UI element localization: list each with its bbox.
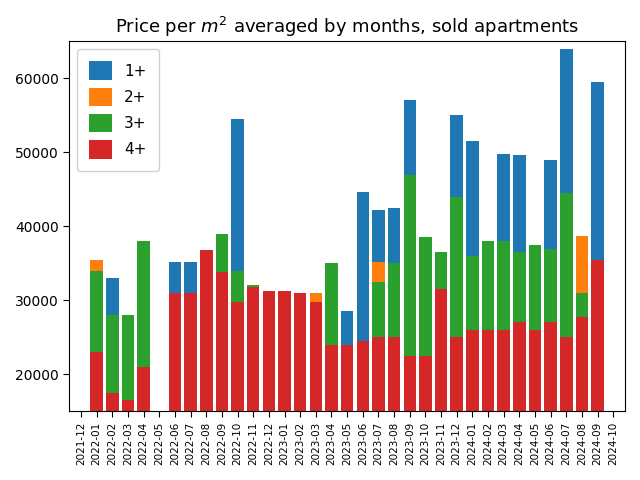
Bar	[200, 250, 212, 480]
Title: Price per $m^2$ averaged by months, sold apartments: Price per $m^2$ averaged by months, sold…	[115, 15, 579, 39]
Legend: 1+, 2+, 3+, 4+: 1+, 2+, 3+, 4+	[77, 49, 159, 171]
Bar	[325, 345, 338, 480]
Bar	[435, 252, 447, 289]
Bar	[466, 330, 479, 480]
Bar	[403, 356, 416, 480]
Bar	[388, 337, 401, 480]
Bar	[325, 264, 338, 345]
Bar	[216, 272, 228, 480]
Bar	[388, 208, 401, 264]
Bar	[576, 293, 588, 316]
Bar	[529, 330, 541, 480]
Bar	[560, 193, 573, 337]
Bar	[184, 293, 197, 480]
Bar	[576, 316, 588, 480]
Bar	[513, 155, 525, 252]
Bar	[529, 245, 541, 330]
Bar	[482, 330, 494, 480]
Bar	[451, 337, 463, 480]
Bar	[278, 291, 291, 480]
Bar	[122, 315, 134, 400]
Bar	[451, 115, 463, 197]
Bar	[497, 241, 510, 330]
Bar	[545, 249, 557, 323]
Bar	[341, 345, 353, 480]
Bar	[419, 356, 432, 480]
Bar	[482, 241, 494, 330]
Bar	[90, 352, 103, 480]
Bar	[247, 287, 259, 480]
Bar	[466, 256, 479, 330]
Bar	[106, 278, 118, 315]
Bar	[90, 260, 103, 271]
Bar	[403, 175, 416, 356]
Bar	[231, 302, 244, 480]
Bar	[169, 262, 181, 293]
Bar	[231, 271, 244, 302]
Bar	[341, 312, 353, 345]
Bar	[294, 293, 307, 480]
Bar	[466, 141, 479, 256]
Bar	[216, 234, 228, 272]
Bar	[356, 192, 369, 341]
Bar	[388, 264, 401, 337]
Bar	[372, 282, 385, 337]
Bar	[138, 367, 150, 480]
Bar	[403, 100, 416, 175]
Bar	[560, 49, 573, 193]
Bar	[122, 400, 134, 480]
Bar	[138, 241, 150, 367]
Bar	[372, 337, 385, 480]
Bar	[372, 210, 385, 262]
Bar	[372, 262, 385, 282]
Bar	[545, 323, 557, 480]
Bar	[545, 160, 557, 249]
Bar	[247, 286, 259, 287]
Bar	[310, 293, 322, 302]
Bar	[560, 337, 573, 480]
Bar	[513, 323, 525, 480]
Bar	[310, 302, 322, 480]
Bar	[497, 154, 510, 241]
Bar	[231, 119, 244, 271]
Bar	[90, 271, 103, 352]
Bar	[356, 341, 369, 480]
Bar	[435, 289, 447, 480]
Bar	[184, 262, 197, 293]
Bar	[451, 197, 463, 337]
Bar	[106, 393, 118, 480]
Bar	[513, 252, 525, 323]
Bar	[262, 291, 275, 480]
Bar	[169, 293, 181, 480]
Bar	[497, 330, 510, 480]
Bar	[106, 315, 118, 393]
Bar	[576, 236, 588, 293]
Bar	[591, 260, 604, 480]
Bar	[419, 238, 432, 356]
Bar	[591, 82, 604, 260]
